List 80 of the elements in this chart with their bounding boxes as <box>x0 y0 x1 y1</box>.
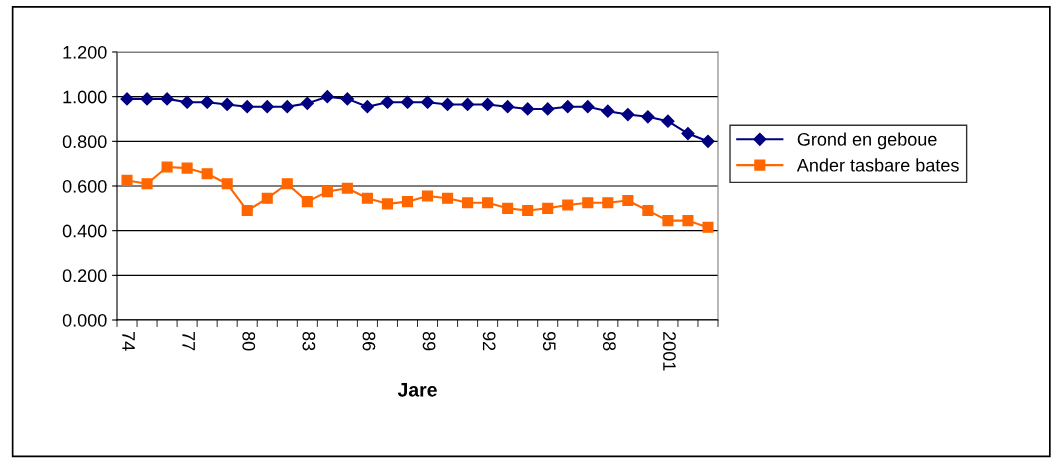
point <box>240 100 254 114</box>
point <box>622 194 634 207</box>
point <box>562 199 574 211</box>
point <box>682 215 694 227</box>
point <box>621 107 635 122</box>
y-tick-label: 0.600 <box>62 179 107 193</box>
point <box>642 205 654 217</box>
point <box>161 161 173 173</box>
point <box>420 95 435 109</box>
y-tick-label: 0.200 <box>62 269 107 283</box>
point <box>662 215 674 227</box>
y-tick-label: 1.200 <box>63 45 107 59</box>
point <box>300 96 314 110</box>
point <box>521 102 535 116</box>
x-tick-label: 77 <box>182 332 195 351</box>
point <box>200 95 214 109</box>
point <box>542 202 554 214</box>
point <box>181 162 193 174</box>
point <box>280 100 294 114</box>
point <box>220 97 234 112</box>
x-tick-label: 95 <box>542 331 556 351</box>
legend-label: Grond en geboue <box>797 132 937 150</box>
point <box>341 182 353 194</box>
y-tick-label: 0.000 <box>62 313 107 327</box>
point <box>221 178 233 190</box>
point <box>502 202 514 214</box>
y-tick-label: 0.400 <box>62 224 107 238</box>
legend-label: Ander tasbare bates <box>796 158 959 172</box>
point <box>701 134 715 148</box>
point <box>180 95 194 109</box>
x-tick-label: 86 <box>362 331 376 351</box>
point <box>522 205 534 217</box>
point <box>241 205 253 217</box>
point <box>441 192 454 204</box>
point <box>320 90 334 104</box>
x-axis-title: Jare <box>397 383 437 397</box>
point <box>400 95 415 109</box>
point <box>581 100 595 114</box>
point <box>381 198 394 210</box>
point <box>380 95 395 109</box>
point <box>401 196 414 208</box>
point <box>201 168 213 180</box>
x-tick-label: 80 <box>242 331 256 351</box>
point <box>301 196 313 208</box>
point <box>501 100 515 114</box>
point <box>601 104 615 118</box>
point <box>261 192 273 204</box>
point <box>440 97 455 112</box>
y-tick-label: 1.000 <box>63 90 107 104</box>
x-tick-label: 2001 <box>663 332 676 371</box>
point <box>321 186 333 198</box>
x-tick-label: 89 <box>422 331 436 351</box>
point <box>421 190 434 202</box>
point <box>582 197 594 209</box>
point <box>281 178 293 190</box>
point <box>121 174 133 186</box>
point <box>541 102 555 116</box>
x-tick-label: 92 <box>482 331 496 351</box>
point <box>482 197 494 209</box>
point <box>681 126 695 141</box>
point <box>340 92 354 106</box>
point <box>602 197 614 209</box>
point <box>481 97 495 112</box>
point <box>641 110 655 124</box>
point <box>361 192 373 204</box>
point <box>141 178 153 190</box>
point <box>140 92 154 106</box>
point <box>260 100 274 114</box>
point <box>661 114 675 128</box>
x-tick-label: 98 <box>602 331 616 351</box>
point <box>702 221 714 233</box>
point <box>360 100 375 114</box>
point <box>462 197 474 209</box>
point <box>460 97 475 112</box>
point <box>160 92 174 106</box>
point <box>120 92 134 106</box>
point <box>561 100 575 114</box>
x-tick-label: 74 <box>122 332 135 351</box>
x-tick-label: 83 <box>302 331 316 351</box>
y-tick-label: 0.800 <box>62 135 107 149</box>
